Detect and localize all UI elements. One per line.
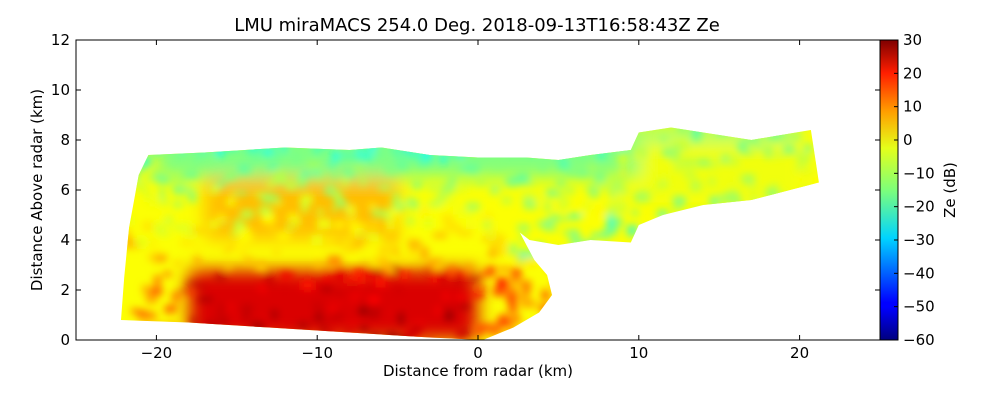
- x-tick-label: 20: [790, 344, 809, 362]
- colorbar-ticks: 30 20 10 0 −10 −20 −30 −40 −50 −60: [894, 31, 935, 349]
- chart-title: LMU miraMACS 254.0 Deg. 2018-09-13T16:58…: [234, 15, 720, 36]
- y-tick-label: 6: [60, 181, 70, 199]
- colorbar-tick-label: 30: [903, 31, 922, 49]
- y-tick-label: 4: [60, 231, 70, 249]
- x-tick-label: −20: [141, 344, 173, 362]
- colorbar-tick-label: 20: [903, 64, 922, 82]
- colorbar-tick-label: −20: [903, 198, 935, 216]
- colorbar-tick-label: −40: [903, 264, 935, 282]
- y-tick-label: 2: [60, 281, 70, 299]
- y-axis: 0 2 4 6 8 10 12: [51, 31, 880, 349]
- colorbar-tick-label: −60: [903, 331, 935, 349]
- colorbar-tick-label: −10: [903, 164, 935, 182]
- colorbar: [879, 39, 899, 341]
- x-axis: −20 −10 0 10 20: [141, 40, 809, 362]
- colorbar-label: Ze (dB): [941, 162, 959, 218]
- x-axis-label: Distance from radar (km): [383, 362, 573, 380]
- x-tick-label: 0: [473, 344, 483, 362]
- y-axis-label: Distance Above radar (km): [28, 89, 46, 291]
- colorbar-tick-label: −50: [903, 298, 935, 316]
- y-tick-label: 10: [51, 81, 70, 99]
- y-tick-label: 0: [60, 331, 70, 349]
- colorbar-tick-label: −30: [903, 231, 935, 249]
- colorbar-tick-label: 10: [903, 98, 922, 116]
- x-tick-label: −10: [301, 344, 333, 362]
- y-tick-label: 8: [60, 131, 70, 149]
- colorbar-tick-label: 0: [903, 131, 913, 149]
- x-tick-label: 10: [629, 344, 648, 362]
- y-tick-label: 12: [51, 31, 70, 49]
